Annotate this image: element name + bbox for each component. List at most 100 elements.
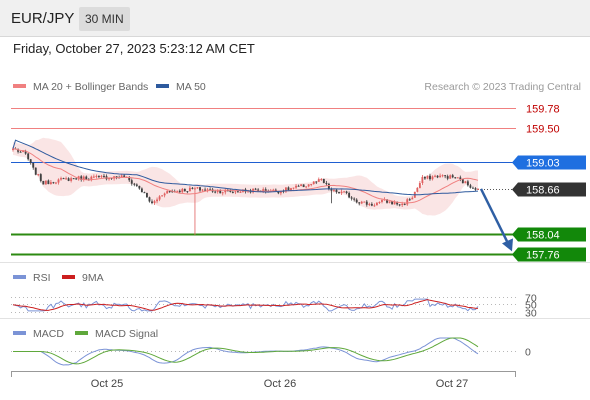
candle-body bbox=[103, 175, 105, 177]
price-legend-label-1: MA 20 + Bollinger Bands bbox=[33, 81, 148, 93]
rsi-legend-swatch-2 bbox=[62, 275, 75, 279]
candle-body bbox=[145, 193, 148, 198]
x-tick-label-1: Oct 25 bbox=[91, 378, 123, 390]
candle-body bbox=[178, 190, 181, 193]
candle-body bbox=[350, 197, 353, 199]
candle-body bbox=[451, 175, 454, 178]
candle-body bbox=[292, 187, 295, 189]
candle-body bbox=[375, 202, 378, 206]
candle-body bbox=[378, 201, 381, 203]
candle-body bbox=[439, 175, 442, 178]
candle-body bbox=[229, 190, 232, 192]
candle-body bbox=[338, 192, 340, 194]
candle-body bbox=[163, 193, 166, 196]
candle-body bbox=[82, 176, 85, 180]
candle-body bbox=[75, 178, 78, 180]
candle-body bbox=[37, 174, 40, 176]
candle-body bbox=[459, 177, 462, 180]
candle-body bbox=[226, 190, 229, 192]
candle-body bbox=[95, 175, 98, 177]
candle-body bbox=[199, 187, 201, 191]
candle-body bbox=[120, 175, 123, 178]
candle-body bbox=[80, 176, 83, 180]
candle-body bbox=[348, 193, 351, 198]
candle-body bbox=[97, 175, 100, 177]
candle-body bbox=[19, 151, 22, 153]
candle-body bbox=[416, 187, 419, 192]
candle-body bbox=[471, 187, 474, 189]
candle-body bbox=[44, 180, 47, 185]
candle-body bbox=[156, 199, 158, 202]
header-bar: EUR/JPY 30 MIN bbox=[0, 0, 590, 37]
candle-body bbox=[221, 192, 224, 194]
candles bbox=[12, 146, 479, 235]
candle-body bbox=[90, 176, 93, 180]
candle-body bbox=[370, 203, 373, 206]
candle-body bbox=[196, 187, 199, 189]
candle-body bbox=[360, 201, 363, 204]
macd-legend-swatch-1 bbox=[13, 331, 26, 335]
candle-body bbox=[65, 178, 68, 180]
candle-body bbox=[277, 191, 280, 194]
candle-body bbox=[62, 178, 65, 180]
candle-body bbox=[466, 181, 469, 186]
resistance-label-159.50: 159.50 bbox=[526, 124, 560, 136]
macd-legend-swatch-2 bbox=[75, 331, 88, 335]
candle-body bbox=[272, 189, 275, 192]
bollinger-band bbox=[13, 137, 478, 216]
rsi-legend-label-2: 9MA bbox=[82, 272, 104, 284]
candle-body bbox=[138, 185, 141, 189]
candle-body bbox=[310, 183, 313, 185]
candle-body bbox=[257, 189, 260, 191]
candle-body bbox=[133, 183, 136, 185]
candle-body bbox=[100, 175, 103, 177]
current-label-159.03: 159.03 bbox=[526, 158, 560, 170]
candle-body bbox=[24, 151, 27, 154]
support-badge-158.04 bbox=[512, 227, 586, 242]
symbol-title: EUR/JPY bbox=[11, 10, 75, 27]
candle-body bbox=[403, 203, 406, 205]
candle-body bbox=[72, 178, 75, 180]
candle-body bbox=[22, 151, 25, 153]
candle-body bbox=[239, 191, 242, 193]
candle-body bbox=[446, 176, 449, 179]
last-price-badge bbox=[512, 182, 586, 197]
candle-body bbox=[60, 178, 62, 180]
candle-body bbox=[186, 191, 189, 193]
candle-body bbox=[454, 177, 457, 179]
candle-body bbox=[355, 199, 358, 203]
support-label-157.76: 157.76 bbox=[526, 250, 560, 262]
resistance-label-159.78: 159.78 bbox=[526, 104, 560, 116]
rsi-tick-70: 70 bbox=[525, 293, 537, 305]
rsi-tick-50: 50 bbox=[525, 300, 537, 312]
candle-body bbox=[42, 180, 45, 185]
candle-body bbox=[32, 162, 35, 168]
ma50-line bbox=[12, 139, 479, 196]
support-badge-157.76 bbox=[512, 247, 586, 262]
candle-body bbox=[153, 201, 156, 204]
candle-body bbox=[148, 197, 151, 202]
candle-body bbox=[183, 188, 186, 192]
candle-body bbox=[393, 201, 396, 205]
candle-body bbox=[477, 188, 479, 190]
candle-body bbox=[381, 200, 383, 202]
candle-body bbox=[302, 184, 305, 188]
candle-body bbox=[320, 179, 323, 181]
timeframe-button[interactable]: 30 MIN bbox=[79, 7, 130, 31]
candle-body bbox=[363, 201, 366, 203]
candle-body bbox=[365, 201, 368, 205]
price-legend-label-2: MA 50 bbox=[176, 81, 206, 93]
candle-body bbox=[234, 191, 237, 193]
candle-body bbox=[290, 188, 292, 190]
candle-body bbox=[143, 192, 146, 194]
candle-body bbox=[224, 190, 227, 193]
candle-body bbox=[115, 176, 118, 178]
price-legend-swatch-1 bbox=[13, 84, 26, 88]
candle-body bbox=[406, 199, 409, 205]
candle-body bbox=[335, 189, 338, 193]
candle-body bbox=[12, 148, 14, 150]
candle-body bbox=[168, 191, 171, 193]
candle-body bbox=[398, 204, 401, 206]
forecast-arrow-head bbox=[502, 238, 513, 252]
candle-body bbox=[295, 185, 297, 188]
